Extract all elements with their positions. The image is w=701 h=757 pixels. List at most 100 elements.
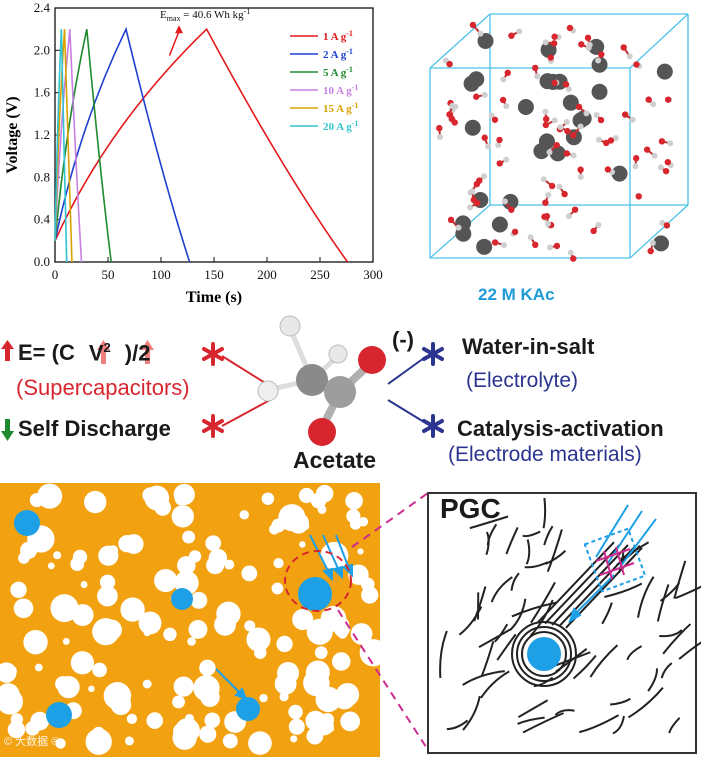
oxygen-atom — [664, 96, 672, 103]
pore — [298, 487, 315, 504]
annotation-arrow — [168, 31, 180, 56]
oxygen-atom — [547, 54, 554, 61]
oxygen-atom — [590, 227, 597, 235]
oxygen-atom — [504, 69, 511, 77]
oxygen-atom — [621, 111, 629, 118]
pore — [358, 517, 369, 527]
carbon-layer — [660, 662, 673, 679]
potassium-atom — [611, 165, 628, 182]
atom — [557, 124, 564, 131]
cell-edge — [629, 13, 689, 69]
pore — [99, 574, 116, 590]
emax-annotation: Emax = 40.6 Wh kg-1 — [160, 7, 250, 23]
x-tick-label: 0 — [52, 267, 59, 282]
pore — [305, 660, 330, 685]
atom — [542, 39, 549, 46]
carbon-layer — [627, 687, 664, 719]
oxygen-atom — [491, 116, 499, 123]
y-tick-label: 2.4 — [34, 0, 51, 15]
oxygen-atom — [447, 216, 455, 224]
pore — [88, 685, 95, 693]
atom — [501, 241, 508, 248]
atom — [503, 156, 510, 163]
atom — [632, 163, 639, 170]
atom — [595, 136, 602, 143]
blue-asterisk-icon — [422, 342, 444, 366]
potassium-atom — [477, 33, 494, 50]
pore — [7, 720, 26, 739]
pore — [288, 718, 305, 735]
oxygen-atom — [571, 206, 579, 213]
oxygen-atom — [632, 155, 640, 162]
self-discharge-label: Self Discharge — [4, 416, 171, 442]
oxygen-atom — [542, 121, 550, 129]
carbon-layer — [494, 623, 509, 643]
pore — [205, 535, 222, 552]
atom — [626, 53, 633, 60]
pink-up-arrow-icon — [97, 340, 110, 364]
carbon-layer — [579, 714, 620, 734]
atom — [469, 188, 476, 195]
pore — [80, 581, 88, 588]
oxygen-atom — [550, 40, 558, 47]
self-discharge-text: Self Discharge — [18, 416, 171, 441]
pore — [188, 620, 208, 639]
pore — [199, 659, 216, 677]
x-tick-label: 300 — [363, 267, 383, 282]
energy-formula: E= (C V2)/2 — [4, 340, 150, 366]
pore — [92, 618, 120, 646]
oxygen-atom — [607, 137, 615, 144]
pore — [244, 620, 256, 632]
oxygen-atom — [645, 96, 652, 103]
pore — [239, 510, 249, 520]
oxygen-atom — [491, 239, 499, 246]
carbon-layer — [659, 629, 683, 638]
atom — [595, 222, 602, 229]
oxygen-atom — [543, 213, 551, 220]
carbon-layer — [529, 599, 554, 637]
pink-up-arrow-icon — [141, 340, 154, 364]
red-asterisk-icon — [202, 414, 224, 438]
atom — [649, 240, 656, 247]
carbon-layer — [462, 695, 481, 731]
pore — [47, 562, 55, 570]
pore — [292, 608, 314, 631]
carbon-layer — [554, 709, 575, 716]
atom — [467, 204, 474, 211]
electrolyte-label: (Electrolyte) — [466, 369, 579, 392]
oxygen-atom — [570, 255, 577, 262]
pore — [248, 731, 272, 755]
pore — [276, 635, 293, 653]
pore — [142, 679, 152, 689]
pore — [349, 518, 361, 530]
pore — [299, 541, 306, 548]
oxygen-atom — [551, 79, 558, 87]
cell-edge — [429, 13, 491, 69]
pore — [23, 629, 48, 655]
oxygen-atom — [569, 132, 577, 139]
oxygen-atom — [531, 64, 539, 72]
zoom-guide-lines — [337, 492, 429, 751]
pore — [163, 627, 177, 642]
oxygen-atom — [508, 32, 515, 39]
pore — [190, 591, 208, 609]
pore — [333, 686, 356, 710]
potassium-atom — [652, 235, 669, 252]
pore — [177, 556, 196, 575]
atom — [500, 76, 507, 83]
atom — [542, 108, 549, 115]
series-line — [54, 28, 112, 263]
y-tick-label: 0.8 — [34, 169, 50, 184]
pore — [29, 493, 44, 508]
carbon-layer — [662, 623, 692, 655]
concept-diagram — [1, 315, 444, 446]
pore — [216, 601, 241, 626]
oxygen-atom — [658, 138, 666, 145]
x-axis-label: Time (s) — [186, 289, 242, 306]
oxygen-atom — [446, 60, 453, 68]
x-tick-label: 200 — [257, 267, 277, 282]
oxygen-atom — [532, 241, 539, 249]
atom — [503, 103, 510, 110]
pore — [10, 581, 27, 598]
pore — [273, 557, 284, 569]
